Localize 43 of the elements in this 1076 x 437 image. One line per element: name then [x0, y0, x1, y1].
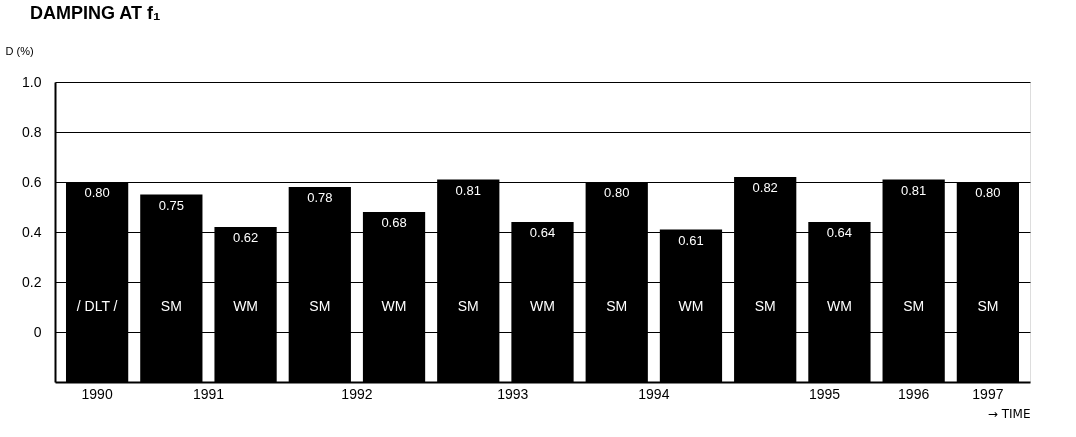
text: 1997	[972, 386, 1004, 402]
x-tick-label: SM	[903, 298, 925, 314]
y-tick-label: 0.4	[22, 223, 42, 240]
data-label: 0.61	[678, 232, 704, 248]
text: 1991	[192, 386, 225, 402]
text: 1994	[638, 386, 670, 402]
x-tick-label: WM	[826, 298, 852, 314]
data-label: 0.64	[529, 225, 556, 240]
x-tick-label: SM	[457, 298, 479, 314]
data-label: 0.64	[826, 225, 853, 240]
y-tick-label: 0.6	[22, 173, 42, 190]
chart-title: DAMPING AT f₁	[30, 3, 161, 23]
x-tick-label: SM	[160, 298, 182, 314]
y-tick-label: 0	[33, 323, 42, 340]
data-label: 0.62	[232, 230, 259, 245]
data-label: 0.80	[84, 185, 110, 200]
data-label: 0.80	[975, 185, 1001, 200]
x-tick-label: WM	[233, 298, 259, 314]
y-tick-label: 0.2	[22, 273, 42, 290]
x-tick-label: WM	[381, 298, 407, 314]
x-tick-label: SM	[606, 298, 628, 314]
x-tick-label: SM	[309, 298, 331, 314]
y-tick-label: 0.8	[22, 123, 42, 140]
x-tick-label: WM	[678, 298, 704, 314]
data-label: 0.81	[901, 182, 927, 198]
data-label: 0.75	[158, 197, 184, 213]
text: 1990	[81, 386, 113, 402]
data-label: 0.78	[307, 190, 333, 205]
y-tick-label: 1.0	[22, 73, 42, 90]
text: 1995	[809, 386, 841, 402]
text: 1996	[898, 386, 930, 402]
data-label: 0.68	[381, 215, 407, 230]
x-tick-label: SM	[754, 298, 776, 314]
y-axis-title: D (%)	[5, 44, 34, 57]
x-tick-label: SM	[977, 298, 999, 314]
data-label: 0.82	[752, 180, 778, 195]
text: 1993	[497, 386, 529, 402]
x-tick-label: / DLT /	[76, 298, 118, 314]
data-label: 0.81	[455, 182, 481, 198]
x-axis-title: → TIME	[987, 406, 1031, 421]
text: 1992	[341, 386, 373, 402]
x-tick-label: WM	[530, 298, 555, 314]
data-label: 0.80	[604, 185, 630, 200]
